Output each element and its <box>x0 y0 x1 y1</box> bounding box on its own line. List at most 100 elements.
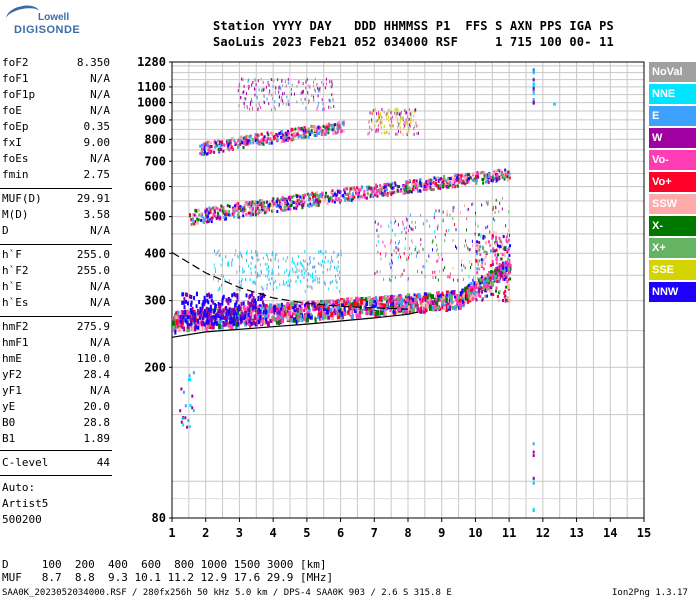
echo-point <box>221 283 222 287</box>
echo-point <box>261 295 264 300</box>
echo-point <box>274 90 276 94</box>
echo-point <box>336 131 339 135</box>
echo-point <box>466 297 468 301</box>
echo-point <box>503 173 506 177</box>
echo-point <box>294 92 295 96</box>
echo-point <box>494 253 497 257</box>
echo-point <box>254 136 257 140</box>
echo-point <box>208 147 211 151</box>
echo-point <box>234 143 237 146</box>
echo-point <box>481 203 483 207</box>
echo-point <box>419 300 422 304</box>
echo-point <box>239 136 242 140</box>
echo-point <box>503 272 507 276</box>
echo-point <box>265 320 268 325</box>
echo-point <box>433 182 436 186</box>
echo-point <box>319 262 321 266</box>
echo-point <box>263 135 266 139</box>
echo-point <box>226 147 229 151</box>
echo-point <box>331 93 333 97</box>
echo-point <box>409 124 411 128</box>
echo-point <box>403 184 406 187</box>
param-separator <box>0 450 112 451</box>
echo-point <box>314 278 316 282</box>
echo-point <box>237 139 240 142</box>
echo-point <box>318 101 320 105</box>
echo-point <box>278 304 282 308</box>
echo-point <box>278 265 280 269</box>
echo-point <box>227 314 230 319</box>
echo-point <box>391 274 393 278</box>
echo-point <box>263 94 265 98</box>
echo-point <box>266 321 270 327</box>
echo-point <box>463 179 466 183</box>
echo-point <box>390 125 392 129</box>
echo-point <box>500 176 503 180</box>
x-tick-label: 2 <box>202 526 209 540</box>
echo-point <box>357 195 360 199</box>
echo-point <box>389 295 393 301</box>
echo-point <box>197 311 200 316</box>
echo-point <box>378 114 380 118</box>
echo-point <box>463 277 464 281</box>
echo-point <box>184 312 187 317</box>
echo-point <box>184 416 187 420</box>
echo-point <box>228 204 231 208</box>
param-name: h`F <box>2 248 22 261</box>
echo-point <box>238 280 240 284</box>
echo-point <box>444 239 446 243</box>
echo-point <box>268 142 271 145</box>
param-value: 20.0 <box>83 400 111 413</box>
echo-point <box>243 207 246 211</box>
echo-point <box>242 267 244 271</box>
echo-point <box>231 258 233 262</box>
echo-point <box>278 90 280 94</box>
echo-point <box>376 270 378 274</box>
echo-point <box>388 298 392 303</box>
echo-point <box>212 206 215 210</box>
echo-point <box>239 265 241 269</box>
x-tick-label: 11 <box>502 526 516 540</box>
echo-point <box>399 240 400 244</box>
echo-point <box>408 126 410 130</box>
echo-point <box>266 253 267 257</box>
echo-point <box>400 113 402 117</box>
echo-point <box>452 300 455 304</box>
echo-point <box>482 234 485 238</box>
echo-point <box>312 202 315 206</box>
echo-point <box>343 311 347 316</box>
echo-point <box>466 228 467 232</box>
echo-point <box>268 208 270 212</box>
echo-point <box>492 206 494 210</box>
echo-point <box>441 180 444 184</box>
echo-point <box>462 180 465 184</box>
echo-point <box>199 152 202 155</box>
echo-point <box>264 262 266 266</box>
echo-point <box>321 80 323 84</box>
param-value: N/A <box>90 104 110 117</box>
echo-point <box>478 233 480 237</box>
echo-point <box>368 131 370 135</box>
echo-point <box>449 213 451 217</box>
echo-point <box>496 279 499 283</box>
echo-point <box>343 195 345 199</box>
echo-point <box>268 83 270 87</box>
echo-point <box>475 298 478 302</box>
echo-point <box>332 131 335 135</box>
echo-point <box>204 150 206 154</box>
echo-point <box>331 84 333 88</box>
echo-point <box>219 140 221 144</box>
echo-point <box>255 253 257 257</box>
echo-point <box>382 240 384 244</box>
echo-point <box>482 278 485 283</box>
echo-point <box>409 253 410 257</box>
echo-point <box>230 320 233 325</box>
echo-point <box>287 130 289 133</box>
echo-point <box>275 132 278 136</box>
echo-point <box>282 84 284 88</box>
echo-point <box>391 120 393 124</box>
echo-point <box>371 118 373 122</box>
echo-point <box>262 142 265 146</box>
echo-point <box>212 300 215 305</box>
echo-point <box>288 273 290 277</box>
